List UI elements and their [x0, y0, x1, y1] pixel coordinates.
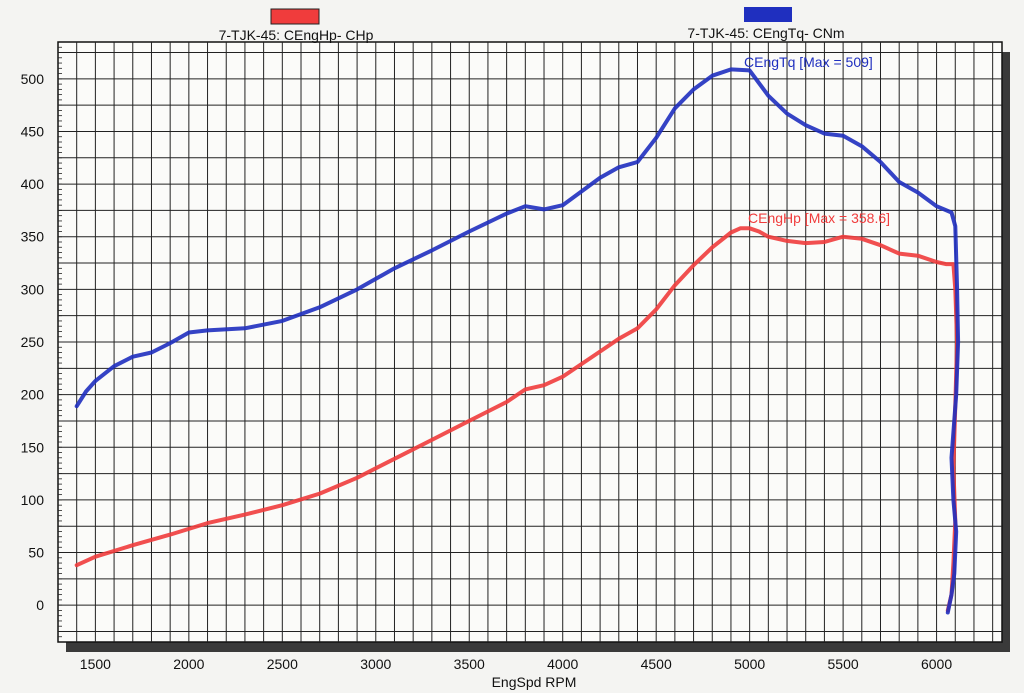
grid — [58, 42, 1002, 642]
x-axis-ticks: 1500 2000 2500 3000 3500 4000 4500 5000 5500 6000 — [80, 656, 953, 672]
hp-series-line — [74, 226, 960, 613]
y-tick-label: 250 — [21, 334, 45, 350]
legend-tq-label: 7-TJK-45: CEngTq- CNm — [687, 25, 844, 41]
x-tick-label: 6000 — [921, 656, 952, 672]
x-tick-label: 3000 — [360, 656, 391, 672]
x-tick-label: 2500 — [267, 656, 298, 672]
x-axis-label: EngSpd RPM — [492, 674, 577, 690]
y-tick-label: 300 — [21, 281, 45, 297]
y-tick-label: 450 — [21, 123, 45, 139]
y-axis-ticks: 0 50 100 150 200 250 300 350 400 450 500 — [21, 71, 45, 613]
y-tick-label: 0 — [36, 597, 44, 613]
y-tick-label: 100 — [21, 492, 45, 508]
x-tick-label: 5000 — [734, 656, 765, 672]
y-tick-label: 50 — [28, 545, 44, 561]
x-tick-label: 4500 — [641, 656, 672, 672]
y-tick-label: 200 — [21, 387, 45, 403]
x-tick-label: 2000 — [173, 656, 204, 672]
legend-hp: 7-TJK-45: CEngHp- CHp — [219, 8, 374, 43]
x-tick-label: 4000 — [547, 656, 578, 672]
legend-tq-swatch — [744, 7, 792, 22]
legend-hp-swatch — [270, 8, 320, 25]
series-lines — [74, 67, 961, 615]
torque-max-annotation: CEngTq [Max = 509] — [744, 54, 873, 70]
x-tick-label: 1500 — [80, 656, 111, 672]
x-tick-label: 5500 — [828, 656, 859, 672]
y-tick-label: 350 — [21, 229, 45, 245]
y-tick-label: 400 — [21, 176, 45, 192]
legend-hp-label: 7-TJK-45: CEngHp- CHp — [219, 27, 374, 43]
hp-max-annotation: CEngHp [Max = 358.6] — [748, 210, 890, 226]
y-tick-label: 500 — [21, 71, 45, 87]
legend-tq: 7-TJK-45: CEngTq- CNm — [687, 7, 845, 41]
x-tick-label: 3500 — [454, 656, 485, 672]
y-tick-label: 150 — [21, 439, 45, 455]
torque-series-line — [74, 67, 961, 615]
